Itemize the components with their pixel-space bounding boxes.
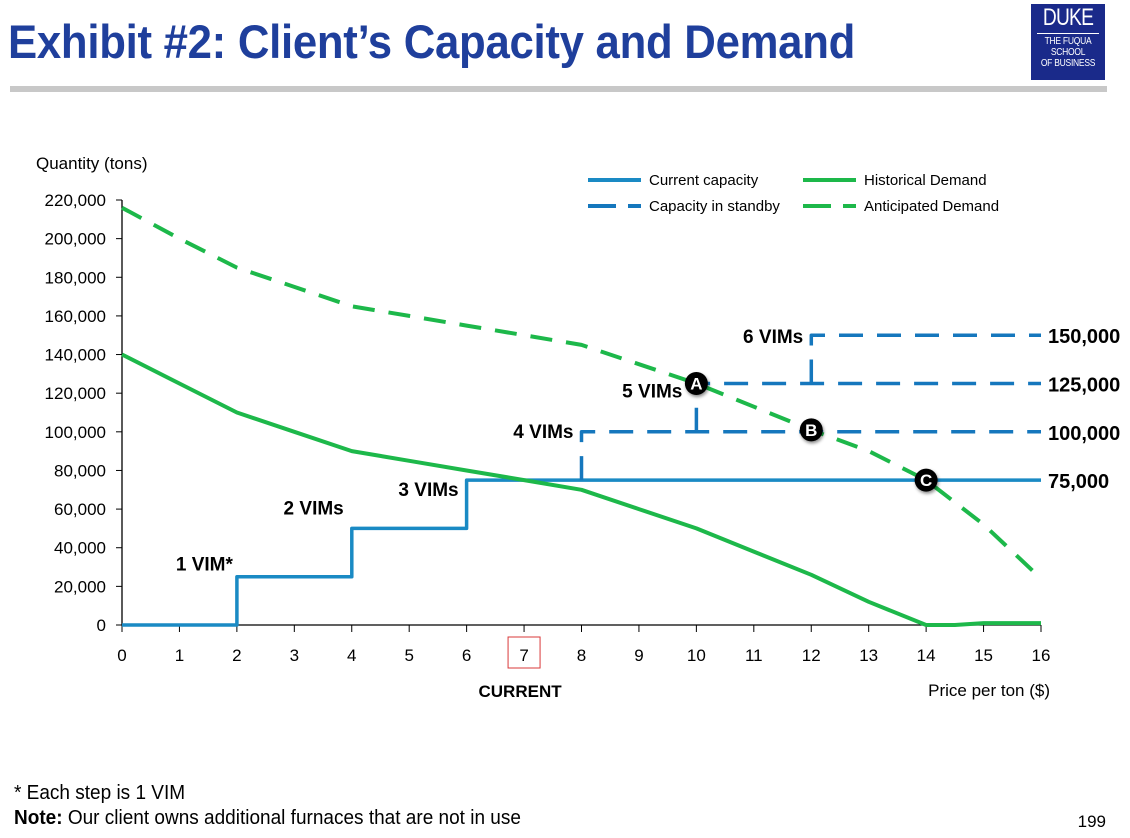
duke-fuqua-logo: DUKE THE FUQUA SCHOOL OF BUSINESS	[1031, 4, 1105, 80]
series-layer	[121, 205, 1043, 627]
annotation-marker-a: A	[684, 372, 708, 396]
x-tick-label: 6	[462, 646, 471, 665]
x-tick-label: 10	[687, 646, 706, 665]
marker-circle	[914, 468, 938, 492]
capacity-level-label: 125,000	[1048, 375, 1120, 397]
page-number: 199	[1077, 812, 1106, 831]
x-tick-label: 4	[347, 646, 356, 665]
series-line-capacity-in-standby-4-vims	[579, 430, 1041, 481]
series-line-current-capacity	[122, 478, 1041, 627]
logo-line-4: OF BUSINESS	[1040, 58, 1096, 69]
marker-letter: A	[690, 375, 702, 394]
note-text: Our client owns additional furnaces that…	[62, 807, 521, 829]
y-tick-label: 60,000	[54, 500, 106, 519]
x-tick-label: 12	[802, 646, 821, 665]
capacity-level-label: 75,000	[1048, 471, 1109, 493]
capacity-level-label: 100,000	[1048, 423, 1120, 445]
legend: Current capacity Historical Demand Capacit…	[588, 172, 999, 215]
marker-letter: B	[805, 421, 817, 440]
step-label: 5 VIMs	[622, 382, 682, 403]
marker-letter: C	[920, 471, 932, 490]
y-tick-label: 160,000	[45, 307, 106, 326]
y-tick-label: 100,000	[45, 423, 106, 442]
x-tick-label: 7	[519, 646, 528, 665]
x-tick-label: 9	[634, 646, 643, 665]
x-axis-title: Price per ton ($)	[928, 681, 1050, 700]
marker-circle	[684, 372, 708, 396]
y-tick-label: 220,000	[45, 191, 106, 210]
logo-line-2: THE FUQUA	[1044, 36, 1092, 47]
x-tick-label: 16	[1032, 646, 1051, 665]
y-tick-label: 200,000	[45, 230, 106, 249]
x-tick-label: 0	[117, 646, 126, 665]
series-line-capacity-in-standby-5-vims	[694, 381, 1041, 432]
x-tick-label: 13	[859, 646, 878, 665]
title-divider	[10, 86, 1107, 92]
annotation-marker-b: B	[799, 418, 823, 442]
x-tick-label: 5	[404, 646, 413, 665]
legend-label: Capacity in standby	[649, 198, 780, 215]
y-tick-label: 20,000	[54, 577, 106, 596]
series-line-historical-demand	[121, 352, 1041, 627]
annotation-marker-c: C	[914, 468, 938, 492]
legend-label: Anticipated Demand	[864, 198, 999, 215]
step-label: 2 VIMs	[284, 498, 344, 519]
capacity-level-label: 150,000	[1048, 326, 1120, 348]
footnote-step: * Each step is 1 VIM	[14, 782, 186, 804]
logo-duke: DUKE	[1042, 4, 1094, 31]
x-tick-label: 1	[175, 646, 184, 665]
y-tick-label: 80,000	[54, 461, 106, 480]
series-line-anticipated-demand	[121, 205, 1043, 581]
y-tick-label: 0	[97, 616, 106, 635]
step-label: 3 VIMs	[398, 480, 458, 501]
step-label: 4 VIMs	[513, 422, 573, 443]
legend-label: Historical Demand	[864, 172, 987, 189]
y-tick-label: 140,000	[45, 346, 106, 365]
y-axis-title: Quantity (tons)	[36, 154, 148, 173]
x-tick-label: 14	[917, 646, 936, 665]
axes: 0 20,000 40,000 60,000 80,000 100,000 120,000 1…	[45, 191, 1051, 701]
legend-label: Current capacity	[649, 172, 759, 189]
logo-rule	[1037, 33, 1099, 34]
y-tick-label: 180,000	[45, 268, 106, 287]
note-label: Note:	[14, 807, 63, 829]
page-title: Exhibit #2: Client’s Capacity and Demand	[8, 15, 856, 68]
labels-layer: 1 VIM* 2 VIMs 3 VIMs 4 VIMs 5 VIMs 6 VIMs 150,…	[176, 326, 1120, 575]
current-price-highlight-box	[507, 636, 541, 669]
step-label: 1 VIM*	[176, 555, 234, 576]
x-tick-label: 8	[577, 646, 586, 665]
x-tick-label: 15	[974, 646, 993, 665]
x-tick-label: 3	[290, 646, 299, 665]
x-tick-label: 11	[745, 646, 763, 665]
series-line-capacity-in-standby-6-vims	[809, 333, 1041, 384]
current-price-label: CURRENT	[479, 682, 563, 701]
x-tick-label: 2	[232, 646, 241, 665]
y-tick-label: 40,000	[54, 539, 106, 558]
logo-line-3: SCHOOL	[1050, 47, 1086, 58]
footnote-note: Note: Our client owns additional furnace…	[14, 807, 521, 830]
y-tick-label: 120,000	[45, 384, 106, 403]
marker-circle	[799, 418, 823, 442]
step-label: 6 VIMs	[743, 327, 803, 348]
